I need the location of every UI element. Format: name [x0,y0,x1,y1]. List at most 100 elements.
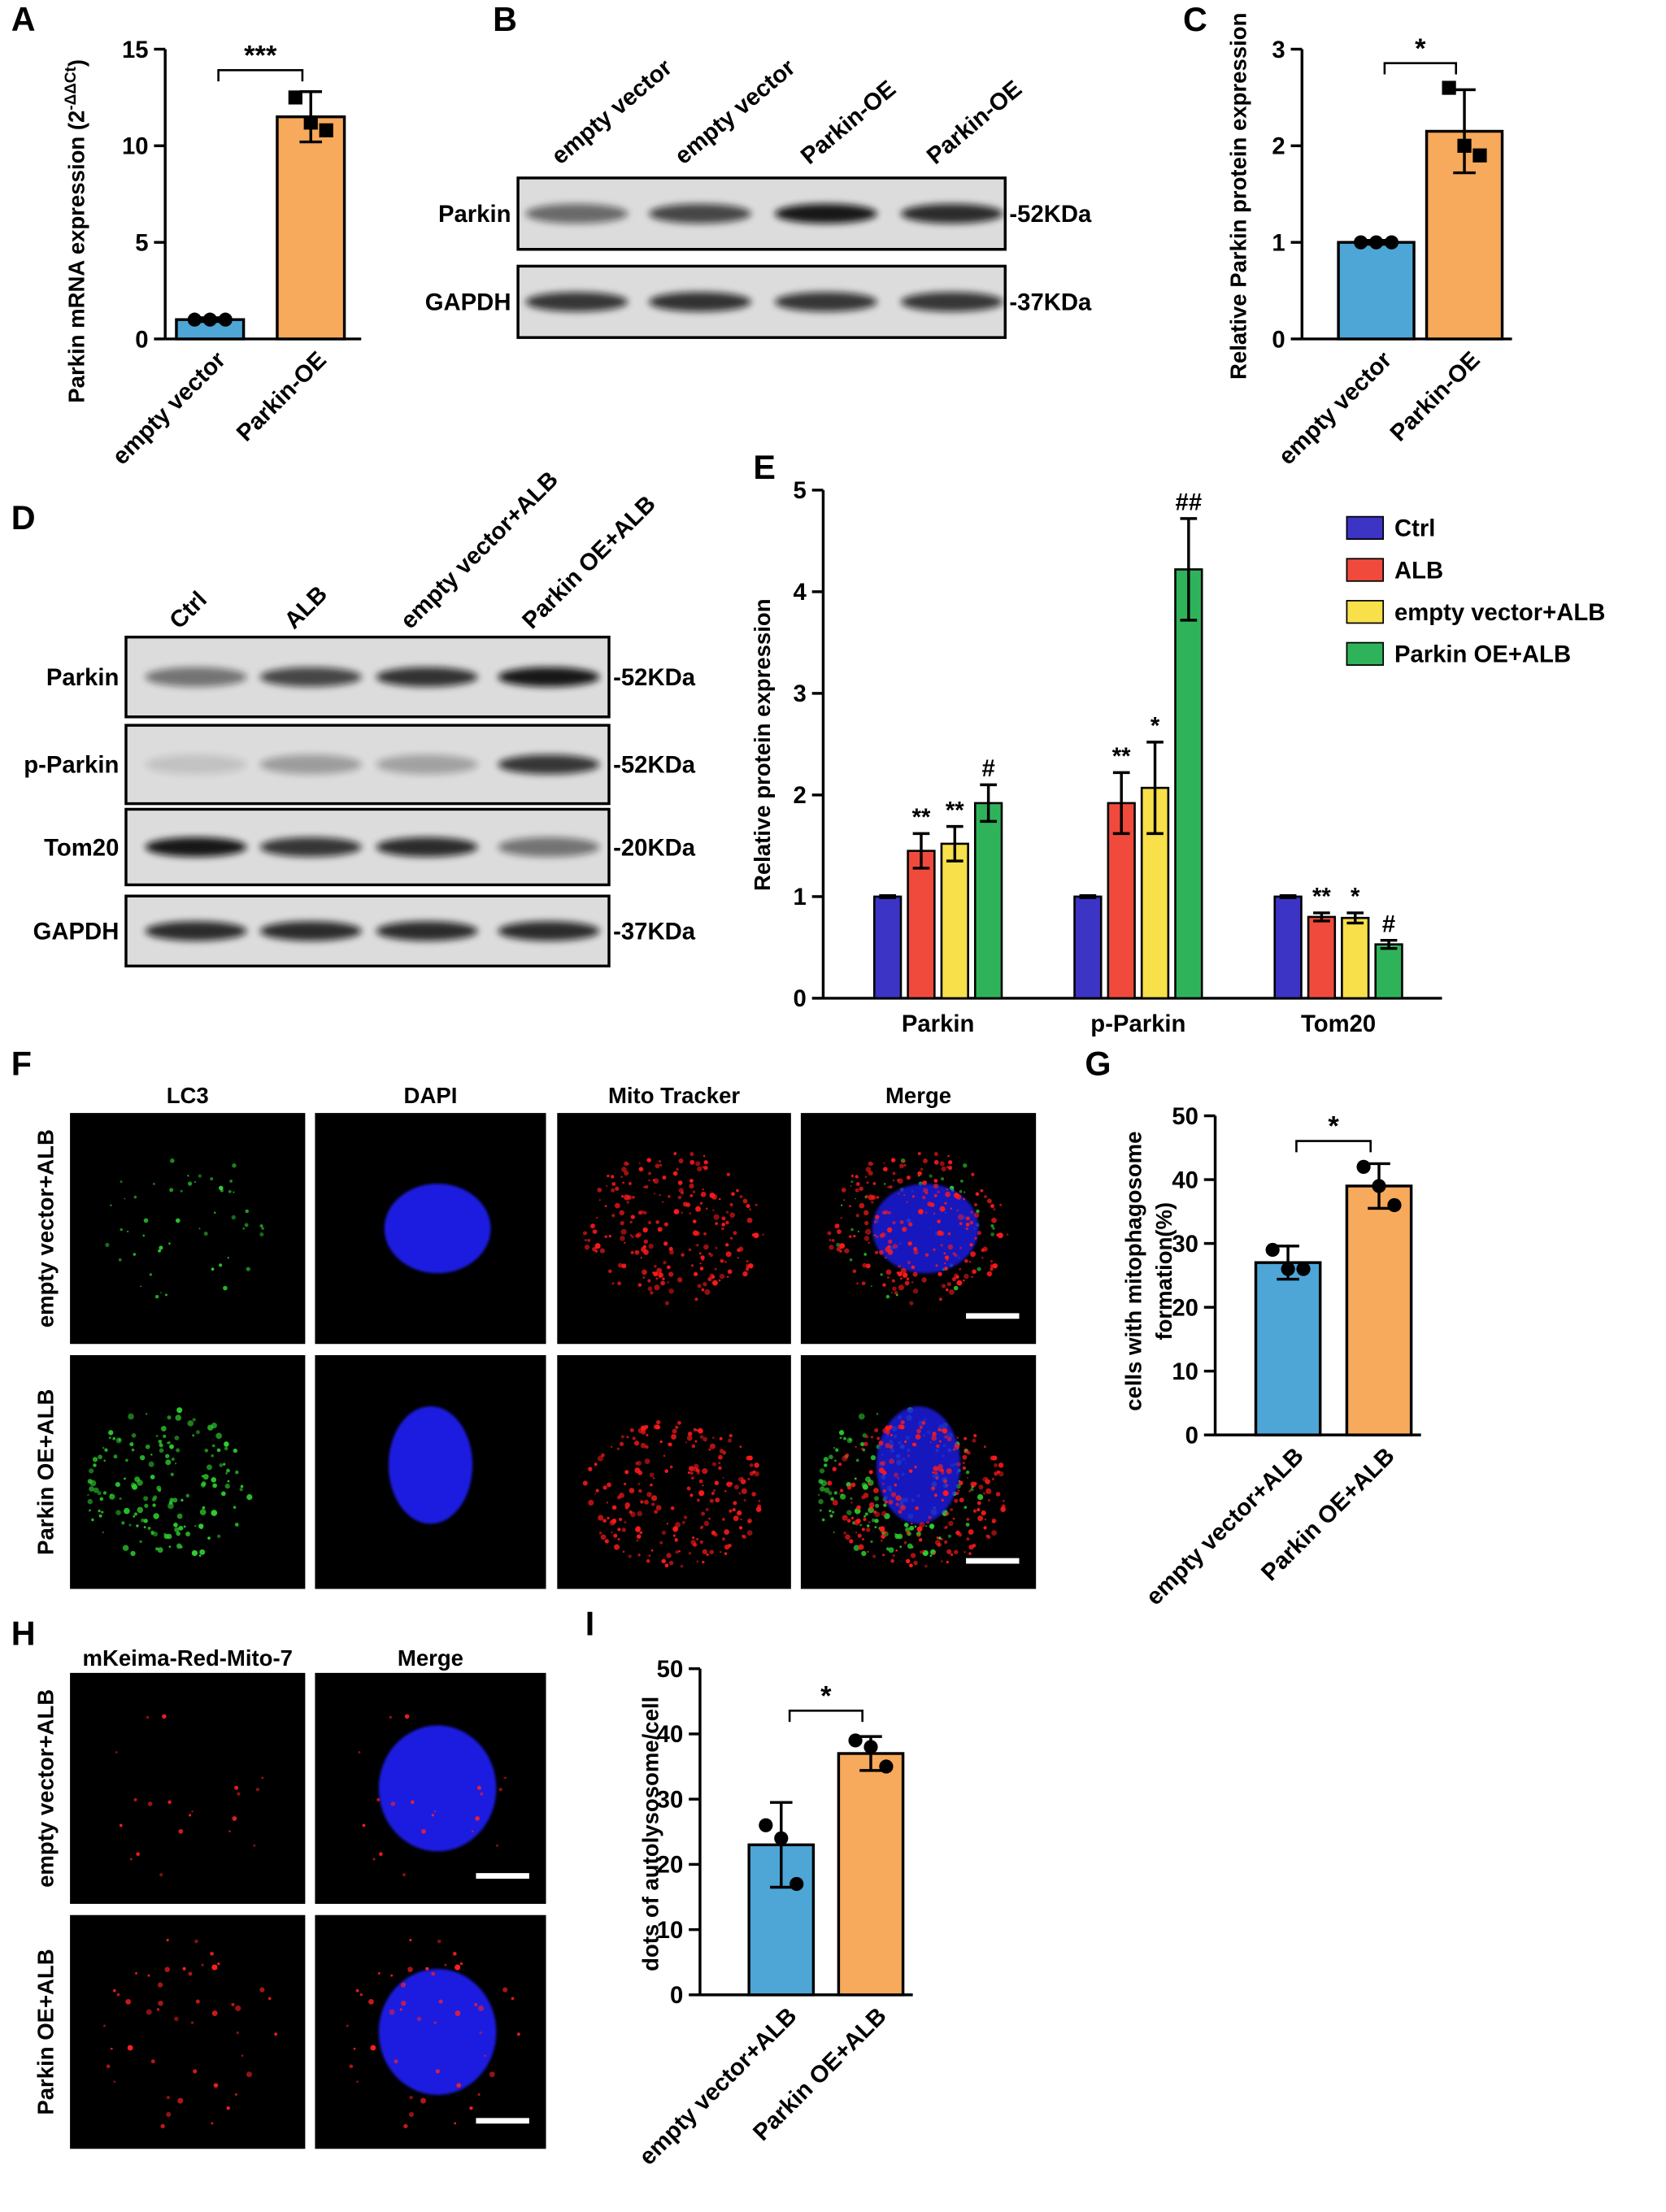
signal [611,1505,617,1510]
signal [626,1436,629,1439]
signal [619,1441,624,1446]
signal [957,1214,964,1220]
signal [211,1510,218,1516]
signal [738,1246,744,1252]
signal [968,1529,974,1535]
signal [945,1288,949,1292]
signal [821,1518,825,1522]
signal [689,1193,694,1197]
signal [589,1223,595,1229]
y-tick-label: 0 [1272,327,1285,353]
signal [836,1242,841,1247]
signal [420,2097,427,2104]
signal [873,1488,879,1493]
signal [362,1823,366,1827]
signal [849,1539,854,1544]
signal [959,1267,962,1271]
size-label: -52KDa [1009,202,1092,228]
signal [633,1441,640,1446]
signal [699,1267,704,1271]
signal [709,1549,715,1554]
signal [479,2031,482,2035]
signal [676,1277,683,1283]
signal [400,1982,407,1988]
signal [346,2024,349,2027]
micrograph [315,1914,546,2149]
y-tick-label: 0 [1185,1423,1198,1449]
signal [660,1280,666,1286]
signal [873,1496,879,1501]
micrograph-bg [70,1914,306,2149]
signal [675,1550,679,1554]
signal [437,1939,442,1944]
signal [865,1435,869,1439]
signal [655,1163,660,1169]
signal [834,1223,840,1229]
bar [1374,943,1403,1000]
signal [861,1528,865,1532]
signal [147,1974,150,1977]
signal [146,1715,150,1719]
signal [459,1962,463,1966]
signal [900,1419,905,1425]
signal [193,1552,196,1555]
signal [733,1515,739,1522]
signal [991,1530,997,1536]
signal [933,1248,936,1252]
signal [729,1202,733,1206]
signal [98,1514,102,1518]
signal [709,1498,714,1503]
signal [142,1234,146,1237]
signal [166,1533,172,1540]
signal [982,1246,988,1252]
bar [837,1752,905,1997]
signal [953,1285,959,1291]
signal [193,2069,198,2074]
signal [939,1161,945,1167]
signal [916,1428,922,1434]
signal [866,1528,871,1532]
signal [693,1428,697,1432]
signal [152,1503,156,1507]
signal [638,1488,642,1493]
signal [178,1525,184,1531]
signal [133,1195,137,1199]
signal [937,1190,940,1194]
signal [158,1439,163,1444]
signal [912,1288,919,1294]
signal [887,1210,891,1215]
signal [671,1433,676,1440]
signal [856,1505,861,1510]
signal [477,2005,485,2011]
signal [668,1560,674,1566]
signal [873,1220,877,1224]
signal [108,1436,111,1440]
signal [645,1185,649,1189]
significance-bracket [217,69,304,82]
signal [154,1547,159,1551]
signal [753,1232,759,1239]
signal [749,1471,755,1476]
signal [653,1178,659,1184]
signal [370,2045,376,2051]
signal [401,2001,407,2006]
signal [823,1457,829,1462]
signal [939,1440,942,1443]
signal [722,1518,725,1521]
signal [594,1462,598,1467]
significance: * [1415,33,1426,64]
y-tick-label: 50 [657,1657,684,1683]
signal [355,1988,359,1993]
signal [697,1498,700,1502]
signal [699,1252,702,1255]
signal [689,1179,694,1183]
signal [724,1552,728,1555]
signal [655,1277,659,1280]
signal [689,1471,694,1475]
signal [129,1858,133,1861]
signal [700,1255,705,1260]
micrograph [557,1113,791,1345]
signal [829,1510,832,1513]
signal [711,1462,717,1467]
signal [689,1151,694,1157]
